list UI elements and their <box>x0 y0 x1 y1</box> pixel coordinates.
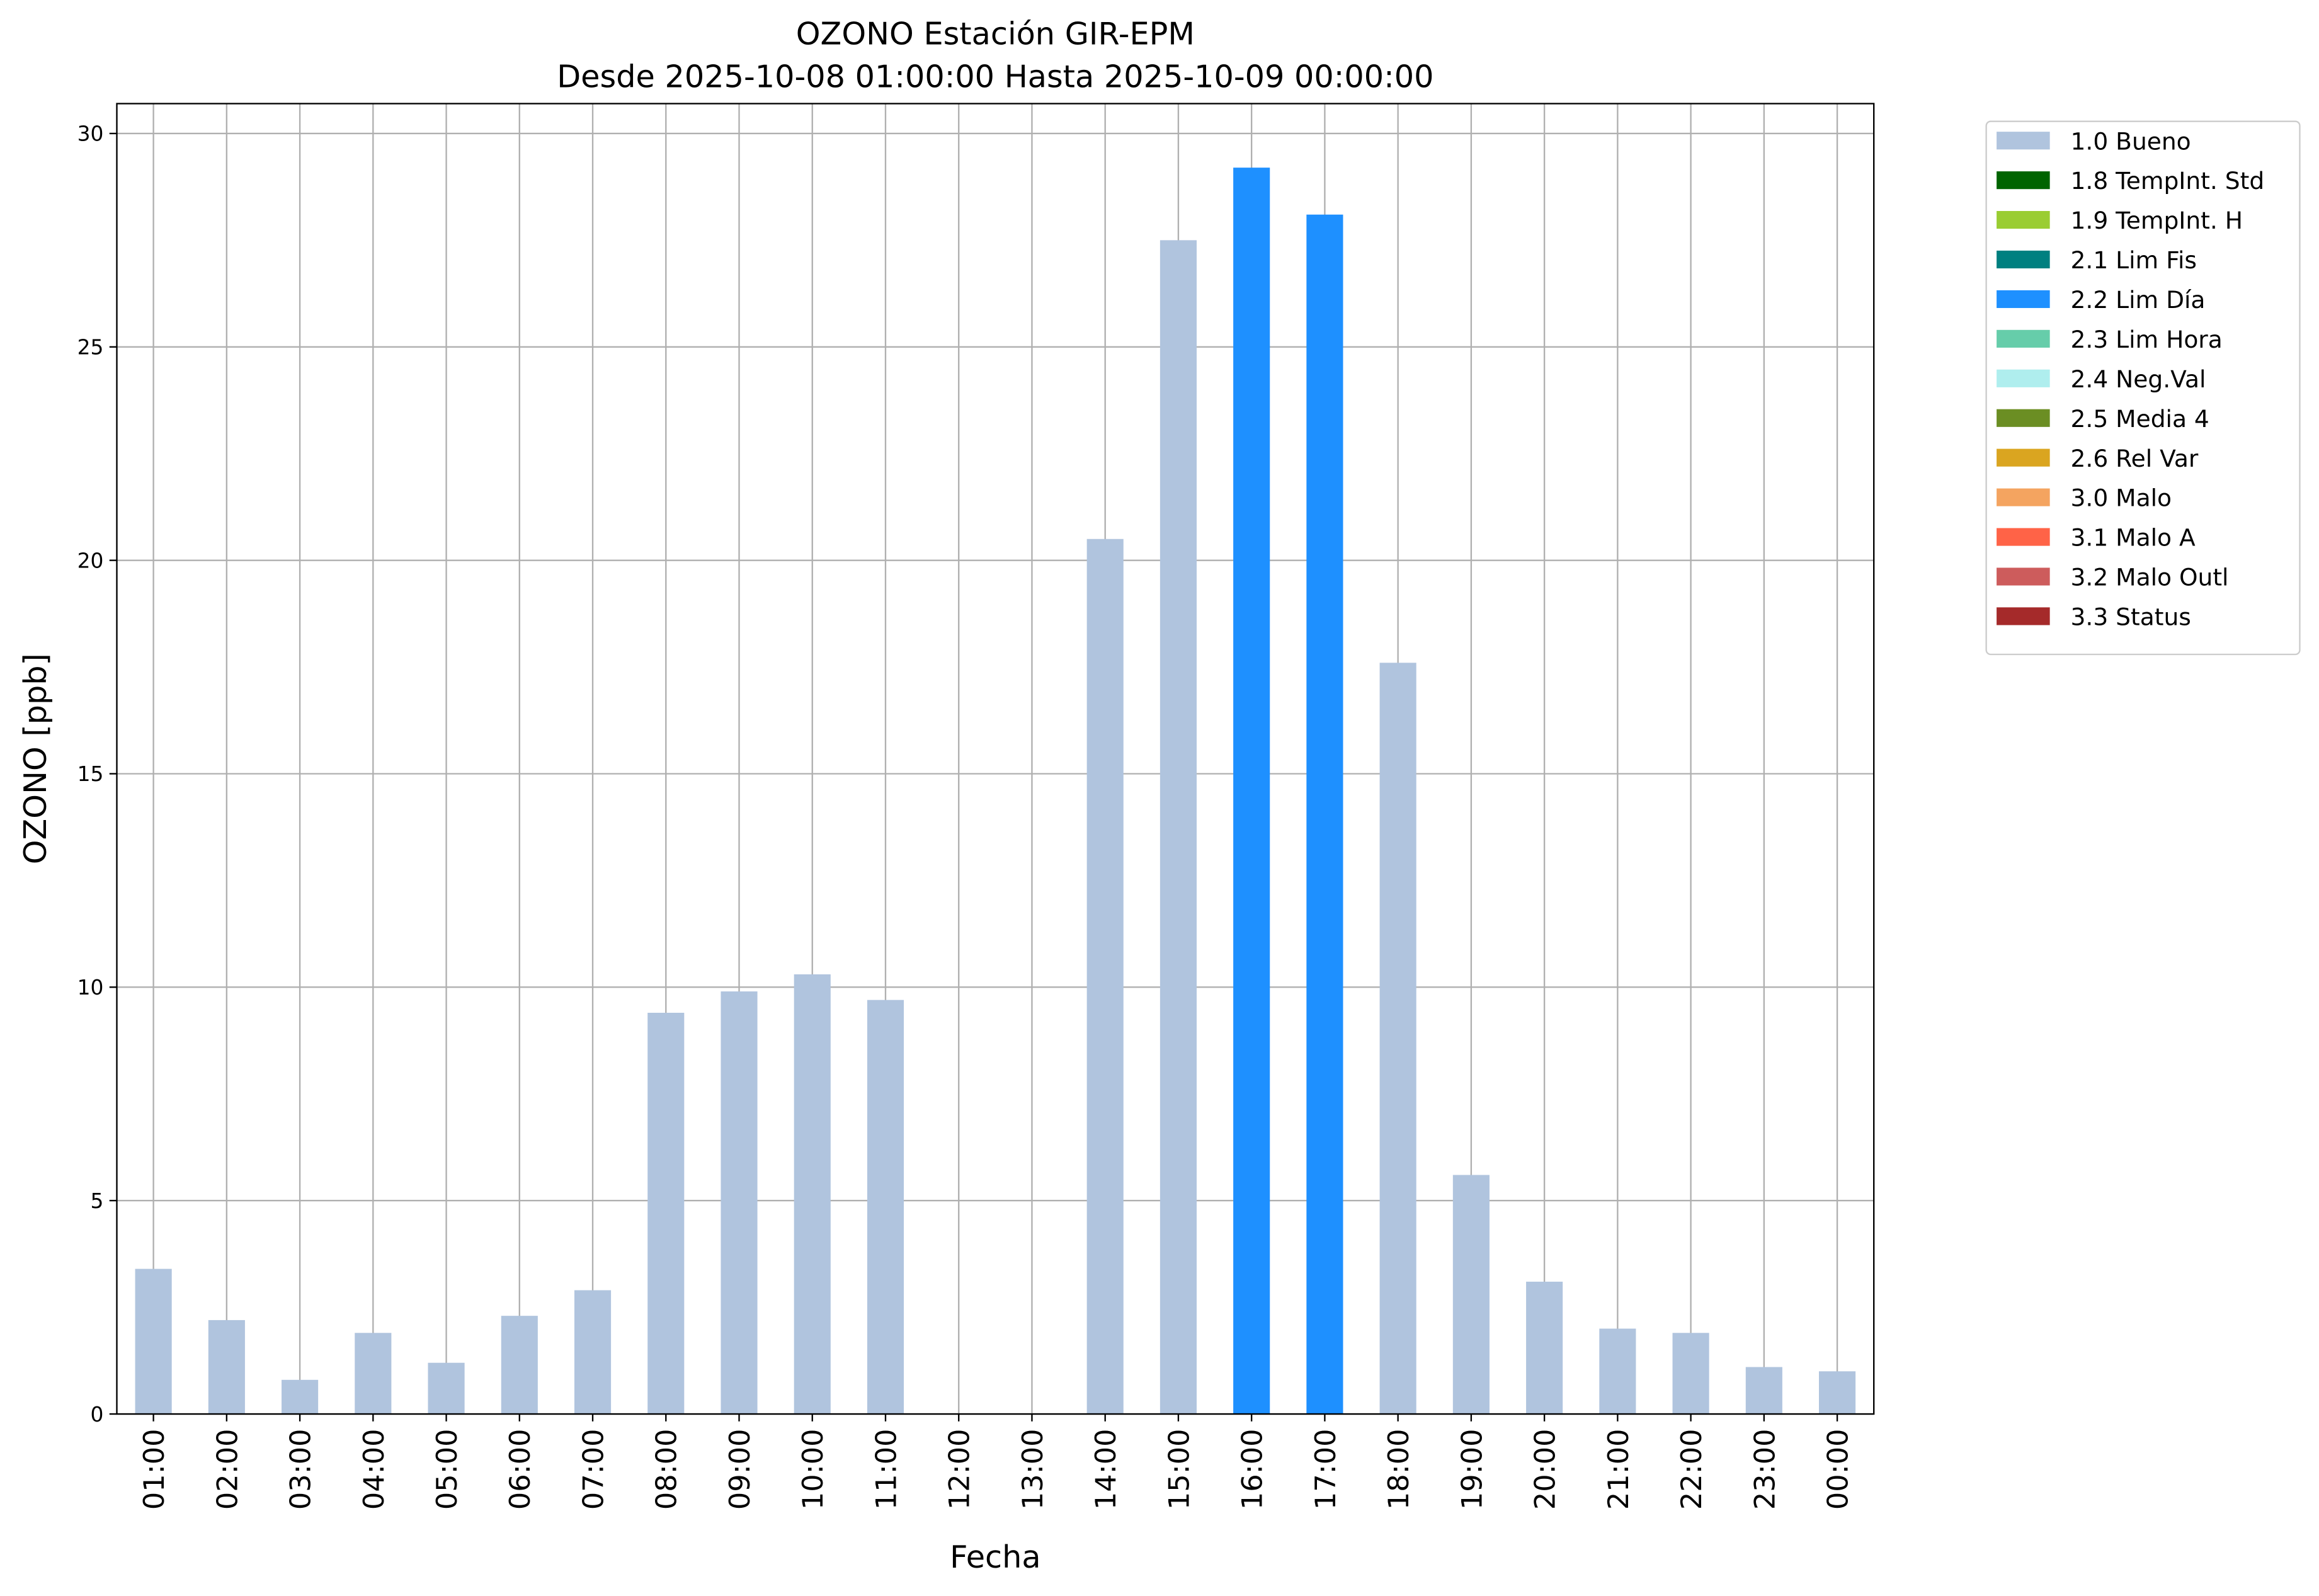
legend-label: 2.1 Lim Fis <box>2071 246 2197 274</box>
x-tick-label: 01:00 <box>138 1429 171 1510</box>
bar <box>867 1000 904 1415</box>
legend-label: 3.2 Malo Outl <box>2071 564 2229 591</box>
y-tick-label: 30 <box>77 122 104 146</box>
x-tick-label: 23:00 <box>1748 1429 1781 1510</box>
bar <box>355 1333 392 1415</box>
x-tick-label: 14:00 <box>1090 1429 1122 1510</box>
legend-swatch <box>1997 488 2050 506</box>
x-tick-label: 17:00 <box>1309 1429 1342 1510</box>
bar <box>501 1316 538 1415</box>
x-tick-label: 03:00 <box>285 1429 317 1510</box>
legend-label: 3.1 Malo A <box>2071 524 2196 552</box>
x-tick-label: 21:00 <box>1602 1429 1635 1510</box>
x-tick-label: 18:00 <box>1382 1429 1415 1510</box>
bar <box>1745 1367 1782 1415</box>
legend-swatch <box>1997 132 2050 150</box>
y-axis-label: OZONO [ppb] <box>17 653 54 864</box>
legend-swatch <box>1997 567 2050 586</box>
x-tick-label: 13:00 <box>1017 1429 1049 1510</box>
bar <box>647 1012 685 1415</box>
legend-label: 2.5 Media 4 <box>2071 405 2209 433</box>
legend-label: 2.4 Neg.Val <box>2071 365 2206 393</box>
x-tick-label: 06:00 <box>504 1429 537 1510</box>
y-tick-label: 15 <box>77 761 104 786</box>
bar <box>574 1290 612 1415</box>
x-tick-label: 10:00 <box>797 1429 829 1510</box>
legend-swatch <box>1997 250 2050 269</box>
bar <box>428 1362 465 1415</box>
chart-subtitle: Desde 2025-10-08 01:00:00 Hasta 2025-10-… <box>557 59 1433 95</box>
bar <box>135 1268 172 1415</box>
bar <box>1599 1328 1636 1415</box>
chart-title: OZONO Estación GIR-EPM <box>796 16 1195 52</box>
legend-swatch <box>1997 409 2050 427</box>
x-tick-label: 12:00 <box>943 1429 976 1510</box>
bar <box>1526 1281 1563 1415</box>
x-tick-label: 04:00 <box>358 1429 390 1510</box>
legend-label: 1.9 TempInt. H <box>2071 207 2243 234</box>
legend-swatch <box>1997 607 2050 625</box>
y-tick-label: 20 <box>77 548 104 573</box>
bar <box>721 991 758 1415</box>
legend-label: 3.0 Malo <box>2071 484 2172 512</box>
y-tick-label: 0 <box>90 1402 103 1427</box>
legend-swatch <box>1997 290 2050 309</box>
x-tick-label: 11:00 <box>870 1429 903 1510</box>
bar <box>1233 168 1270 1415</box>
legend-label: 3.3 Status <box>2071 603 2191 630</box>
bar <box>1306 214 1343 1415</box>
y-tick-label: 5 <box>90 1188 103 1213</box>
x-tick-label: 00:00 <box>1822 1429 1855 1510</box>
bar <box>1379 663 1416 1415</box>
x-tick-label: 07:00 <box>577 1429 610 1510</box>
legend-label: 1.8 TempInt. Std <box>2071 167 2265 195</box>
x-tick-label: 20:00 <box>1529 1429 1562 1510</box>
bar <box>208 1320 245 1415</box>
x-tick-label: 08:00 <box>651 1429 683 1510</box>
bar <box>1452 1175 1490 1415</box>
bar <box>794 974 831 1415</box>
legend-swatch <box>1997 448 2050 467</box>
legend-label: 2.6 Rel Var <box>2071 445 2199 472</box>
legend-swatch <box>1997 528 2050 546</box>
legend-label: 2.3 Lim Hora <box>2071 326 2223 353</box>
bar <box>1672 1333 1709 1415</box>
x-tick-label: 02:00 <box>211 1429 244 1510</box>
legend-box <box>1985 120 2301 656</box>
legend-swatch <box>1997 210 2050 229</box>
bar <box>1160 240 1197 1415</box>
x-tick-label: 05:00 <box>431 1429 464 1510</box>
y-tick-label: 10 <box>77 975 104 1000</box>
bar <box>1086 539 1124 1415</box>
x-tick-label: 16:00 <box>1236 1429 1269 1510</box>
x-tick-label: 15:00 <box>1163 1429 1195 1510</box>
x-tick-label: 09:00 <box>724 1429 756 1510</box>
bar <box>282 1379 319 1415</box>
x-tick-label: 22:00 <box>1675 1429 1708 1510</box>
bar <box>1819 1371 1856 1415</box>
legend-label: 1.0 Bueno <box>2071 127 2191 155</box>
legend-swatch <box>1997 369 2050 387</box>
legend-swatch <box>1997 329 2050 348</box>
y-tick-label: 25 <box>77 335 104 360</box>
x-tick-label: 19:00 <box>1456 1429 1488 1510</box>
x-axis-label: Fecha <box>950 1539 1041 1575</box>
plot-frame <box>116 103 1875 1415</box>
legend-swatch <box>1997 171 2050 190</box>
legend-label: 2.2 Lim Día <box>2071 286 2206 314</box>
